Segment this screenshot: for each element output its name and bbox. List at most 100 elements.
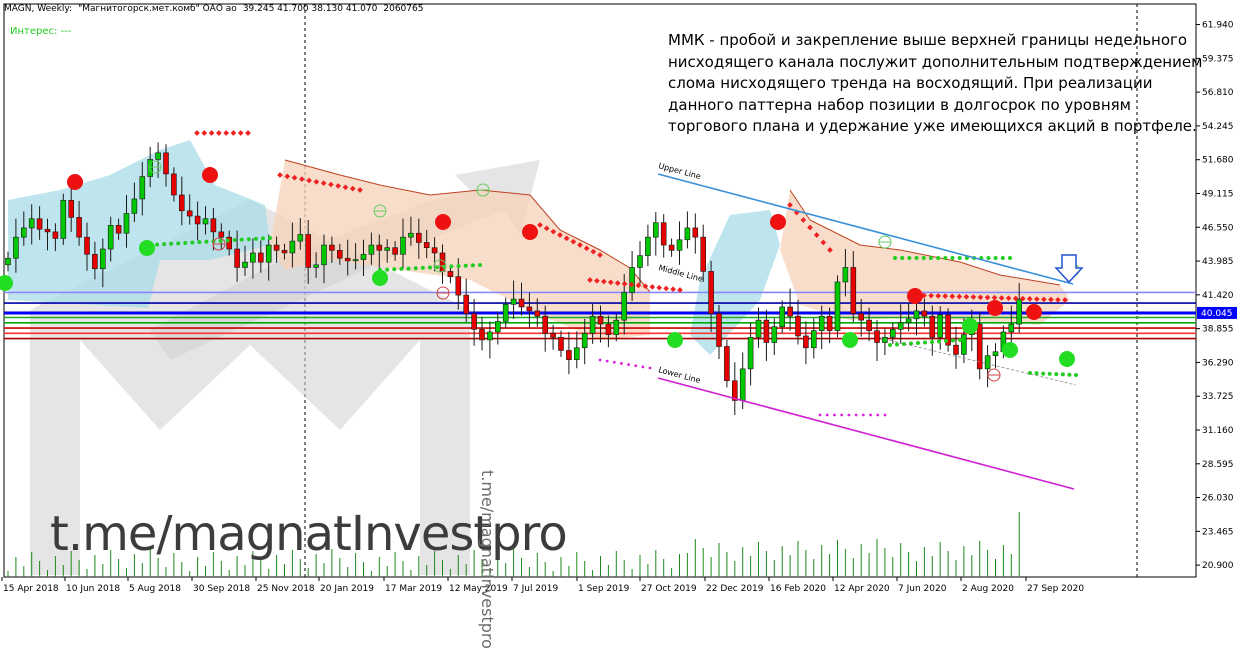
sell-diamond — [1048, 296, 1054, 303]
instrument-name: "Магнитогорск.мет.комб" ОАО ао — [78, 4, 237, 14]
buy-dot — [944, 339, 948, 343]
candle-body — [818, 315, 825, 331]
candle-body — [376, 244, 383, 251]
candle-body — [68, 199, 74, 218]
current-price-label: 40.045 — [1201, 309, 1233, 319]
buy-signal-circle — [372, 270, 388, 286]
candle-body — [684, 227, 691, 241]
candle-body — [257, 252, 264, 263]
candle-body — [226, 236, 232, 250]
sell-diamond — [628, 281, 635, 288]
buy-dot — [1008, 256, 1012, 260]
buy-dot — [449, 264, 454, 269]
candle-body — [913, 310, 920, 320]
candle-body — [273, 244, 280, 251]
price-tick-label: 49.115 — [1202, 189, 1234, 199]
sell-diamond — [991, 294, 998, 301]
stop-dot — [876, 413, 880, 417]
candle-body — [976, 323, 983, 370]
buy-dot — [162, 242, 167, 247]
time-tick-label: 20 Jan 2019 — [320, 584, 374, 594]
buy-dot — [893, 256, 897, 260]
candle-body — [502, 304, 509, 322]
buy-dot — [907, 256, 912, 260]
candle-body — [716, 313, 722, 347]
candle-body — [384, 247, 391, 251]
sell-diamond — [563, 235, 570, 242]
signal-markers — [0, 160, 1084, 382]
sell-signal-circle — [202, 167, 218, 183]
time-tick-label: 7 Jun 2020 — [898, 584, 947, 594]
buy-dot — [1047, 371, 1052, 376]
candle-body — [408, 232, 414, 238]
time-tick-label: 1 Sep 2019 — [578, 584, 630, 594]
buy-dot — [909, 341, 913, 346]
indicator-label: Интерес: --- — [10, 26, 72, 37]
buy-dot — [155, 242, 160, 247]
buy-dot — [936, 256, 941, 260]
candle-body — [250, 252, 256, 263]
sell-diamond — [656, 284, 663, 291]
buy-dot — [930, 340, 934, 344]
buy-dot — [463, 263, 468, 268]
candle-body — [787, 306, 793, 317]
stop-dot — [620, 362, 623, 365]
sell-diamond — [1019, 295, 1026, 302]
sell-diamond — [1062, 297, 1068, 303]
buy-dot — [1060, 372, 1065, 377]
buy-dot — [1041, 371, 1046, 376]
buy-dot — [246, 237, 251, 242]
candle-body — [171, 173, 177, 196]
candle-body — [866, 319, 872, 331]
candle-body — [731, 380, 738, 401]
time-tick-label: 15 Apr 2018 — [3, 584, 59, 594]
stop-dot — [833, 413, 836, 417]
buy-dot — [957, 256, 962, 260]
candle-body — [147, 159, 153, 177]
buy-dot — [1034, 371, 1039, 376]
time-tick-label: 2 Aug 2020 — [962, 584, 1014, 594]
buy-dot — [928, 256, 933, 260]
candle-body — [558, 336, 564, 351]
candle-body — [779, 306, 786, 328]
candle-body — [92, 253, 98, 270]
sell-signal-circle — [67, 174, 83, 190]
buy-dot — [895, 342, 899, 347]
volume-bars — [7, 512, 1020, 577]
sell-diamond — [1041, 296, 1047, 303]
candle-body — [668, 244, 675, 251]
stop-dot — [847, 413, 851, 417]
candle-body — [621, 292, 628, 321]
candle-body — [44, 228, 51, 233]
candle-body — [550, 333, 556, 338]
channel-upper-label: Upper Line — [657, 161, 701, 181]
candle-body — [660, 222, 667, 246]
buy-dot — [923, 340, 927, 345]
sell-diamond — [607, 279, 614, 286]
candle-body — [107, 224, 114, 250]
sell-diamond — [349, 185, 356, 192]
candle-body — [803, 335, 809, 349]
candle-body — [297, 234, 304, 242]
sell-diamond — [597, 252, 603, 258]
candle-body — [700, 236, 707, 272]
cloud-bearish — [270, 160, 650, 340]
candle-body — [850, 267, 857, 314]
candle-body — [84, 236, 90, 255]
candle-body — [344, 257, 351, 262]
candle-body — [329, 244, 335, 251]
candle-body — [518, 298, 525, 308]
candle-body — [1016, 299, 1023, 325]
price-tick-label: 38.855 — [1202, 325, 1234, 335]
time-axis: 15 Apr 2018 10 Jun 2018 5 Aug 2018 30 Sep 2… — [1, 577, 1084, 594]
price-tick-label: 20.900 — [1202, 561, 1234, 571]
price-tick-label: 51.680 — [1202, 156, 1234, 166]
candle-body — [826, 315, 833, 331]
sell-diamond — [342, 184, 349, 191]
sell-diamond — [800, 217, 807, 223]
price-tick-label: 46.550 — [1202, 223, 1234, 233]
candle-body — [202, 218, 209, 225]
sell-diamond — [1005, 295, 1012, 302]
buy-signal-circle — [1059, 351, 1075, 367]
candlesticks — [5, 142, 1023, 415]
